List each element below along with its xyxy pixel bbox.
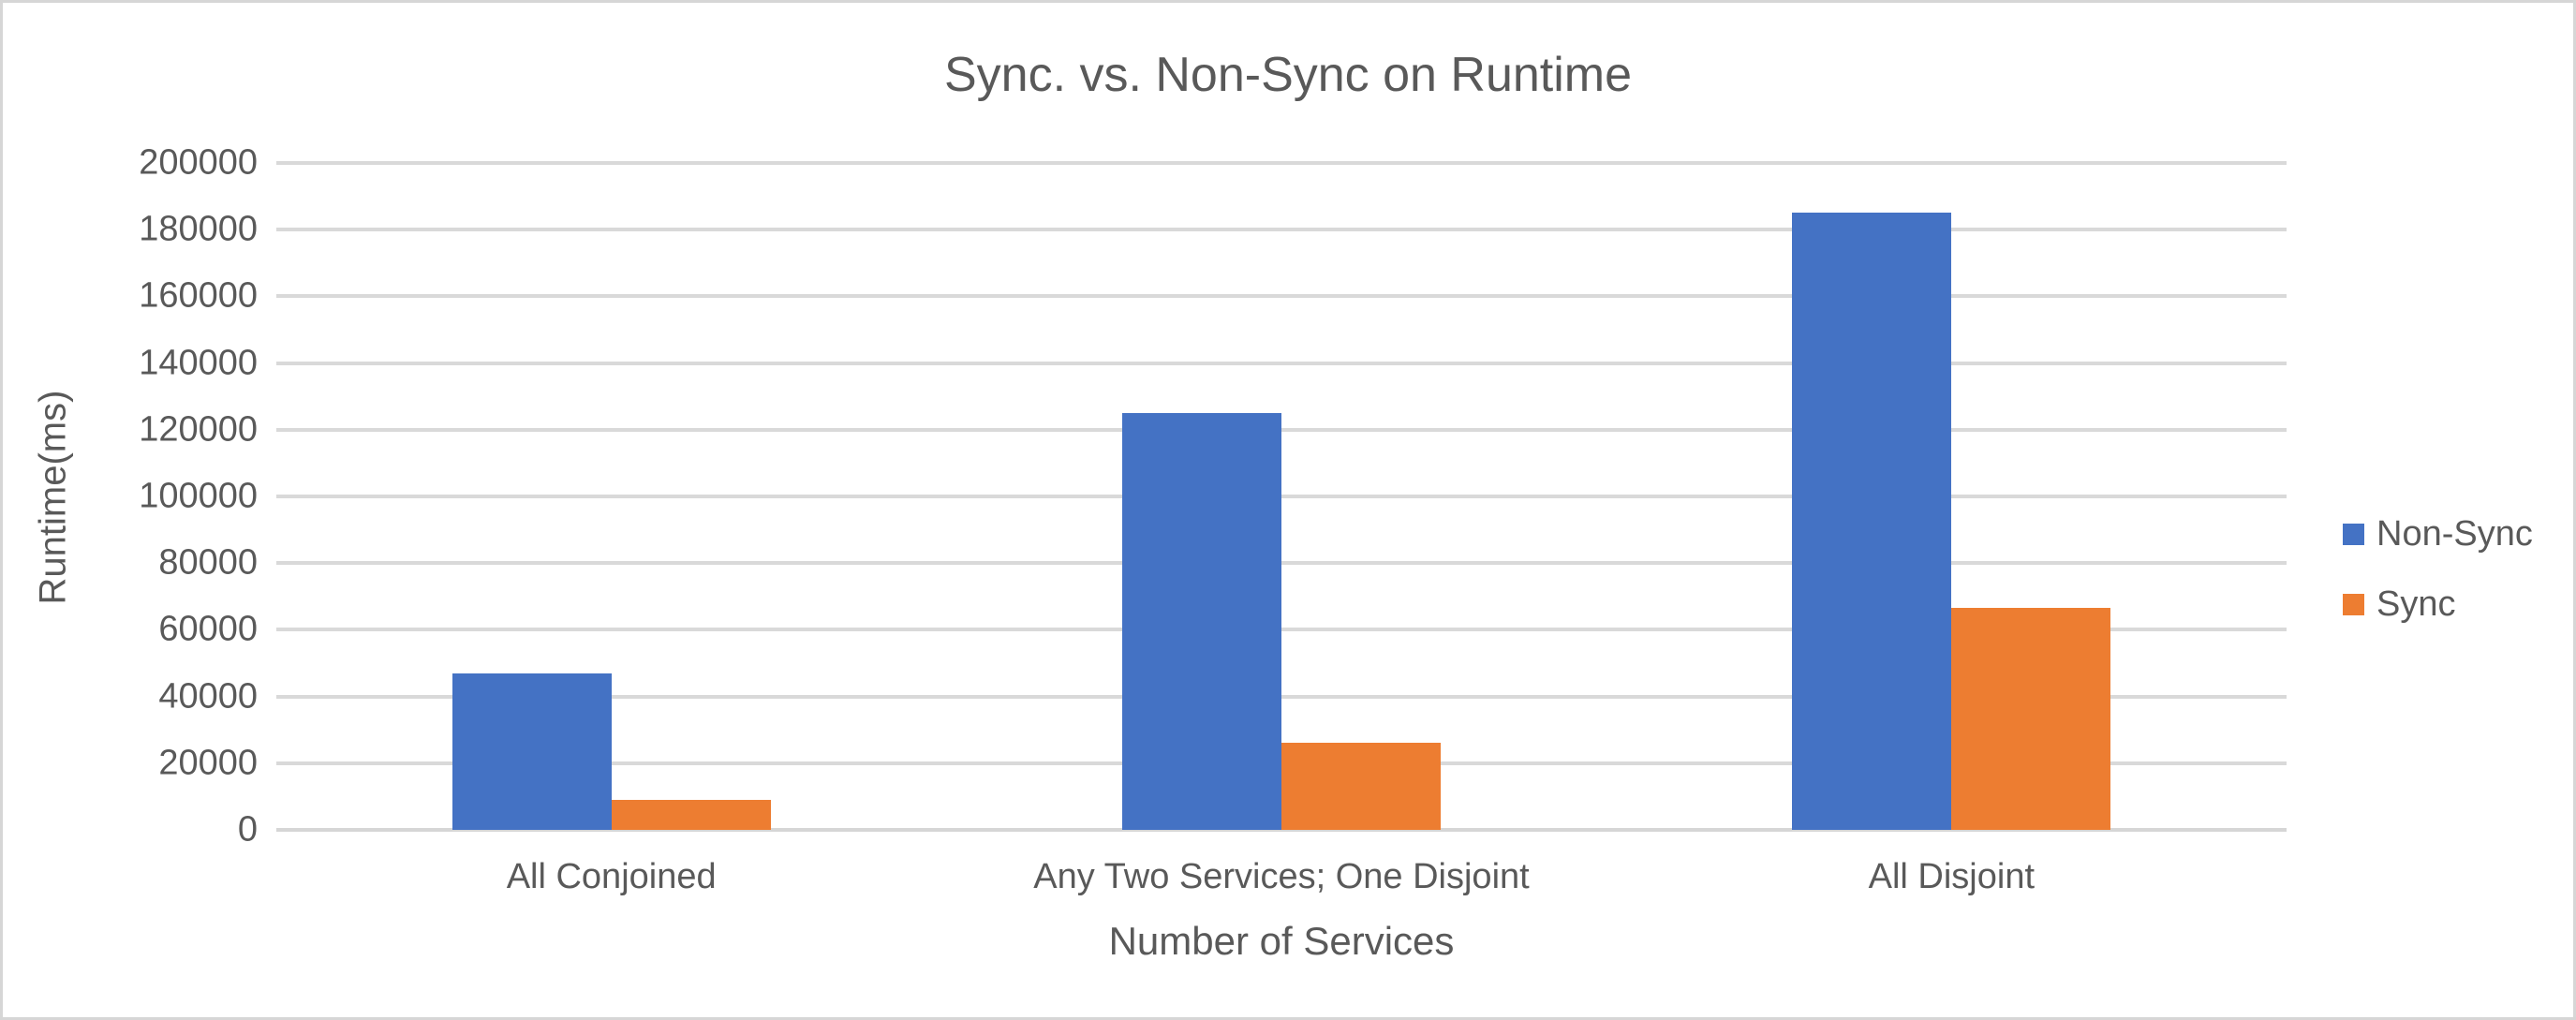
y-tick-label: 80000 [158, 542, 258, 583]
gridline [276, 161, 2287, 165]
legend-label: Non-Sync [2376, 513, 2533, 554]
y-tick-label: 0 [237, 809, 258, 850]
x-category-label: Any Two Services; One Disjoint [1033, 857, 1530, 896]
x-category-label: All Conjoined [506, 857, 717, 896]
legend-item-sync: Sync [2343, 583, 2533, 626]
y-tick-label: 200000 [139, 142, 258, 183]
gridline [276, 628, 2287, 632]
gridline [276, 294, 2287, 299]
y-tick-label: 160000 [139, 275, 258, 316]
legend-swatch-icon [2343, 593, 2364, 615]
y-tick-label: 120000 [139, 409, 258, 450]
gridline [276, 361, 2287, 365]
bar-non-sync-1 [452, 673, 612, 830]
x-axis-line [276, 828, 2287, 832]
x-category-label: All Disjoint [1868, 857, 2036, 896]
bar-non-sync-2 [1122, 413, 1281, 830]
y-tick-label: 40000 [158, 676, 258, 717]
gridline [276, 495, 2287, 498]
bar-sync-2 [1281, 743, 1441, 830]
legend-swatch-icon [2343, 523, 2364, 545]
legend: Non-Sync Sync [2343, 512, 2533, 653]
y-tick-label: 60000 [158, 609, 258, 649]
bar-sync-1 [611, 799, 771, 830]
plot-area [276, 161, 2287, 832]
y-tick-label: 20000 [158, 743, 258, 783]
gridline [276, 427, 2287, 432]
legend-label: Sync [2376, 584, 2456, 624]
gridline [276, 561, 2287, 566]
y-tick-label: 180000 [139, 209, 258, 249]
bar-sync-3 [1951, 608, 2111, 830]
y-tick-label: 100000 [139, 476, 258, 516]
chart-title: Sync. vs. Non-Sync on Runtime [943, 48, 1633, 102]
gridline [276, 228, 2287, 232]
legend-item-non-sync: Non-Sync [2343, 512, 2533, 555]
y-tick-label: 140000 [139, 343, 258, 383]
x-axis-title: Number of Services [1108, 919, 1455, 963]
bar-non-sync-3 [1792, 213, 1952, 830]
gridline [276, 694, 2287, 699]
